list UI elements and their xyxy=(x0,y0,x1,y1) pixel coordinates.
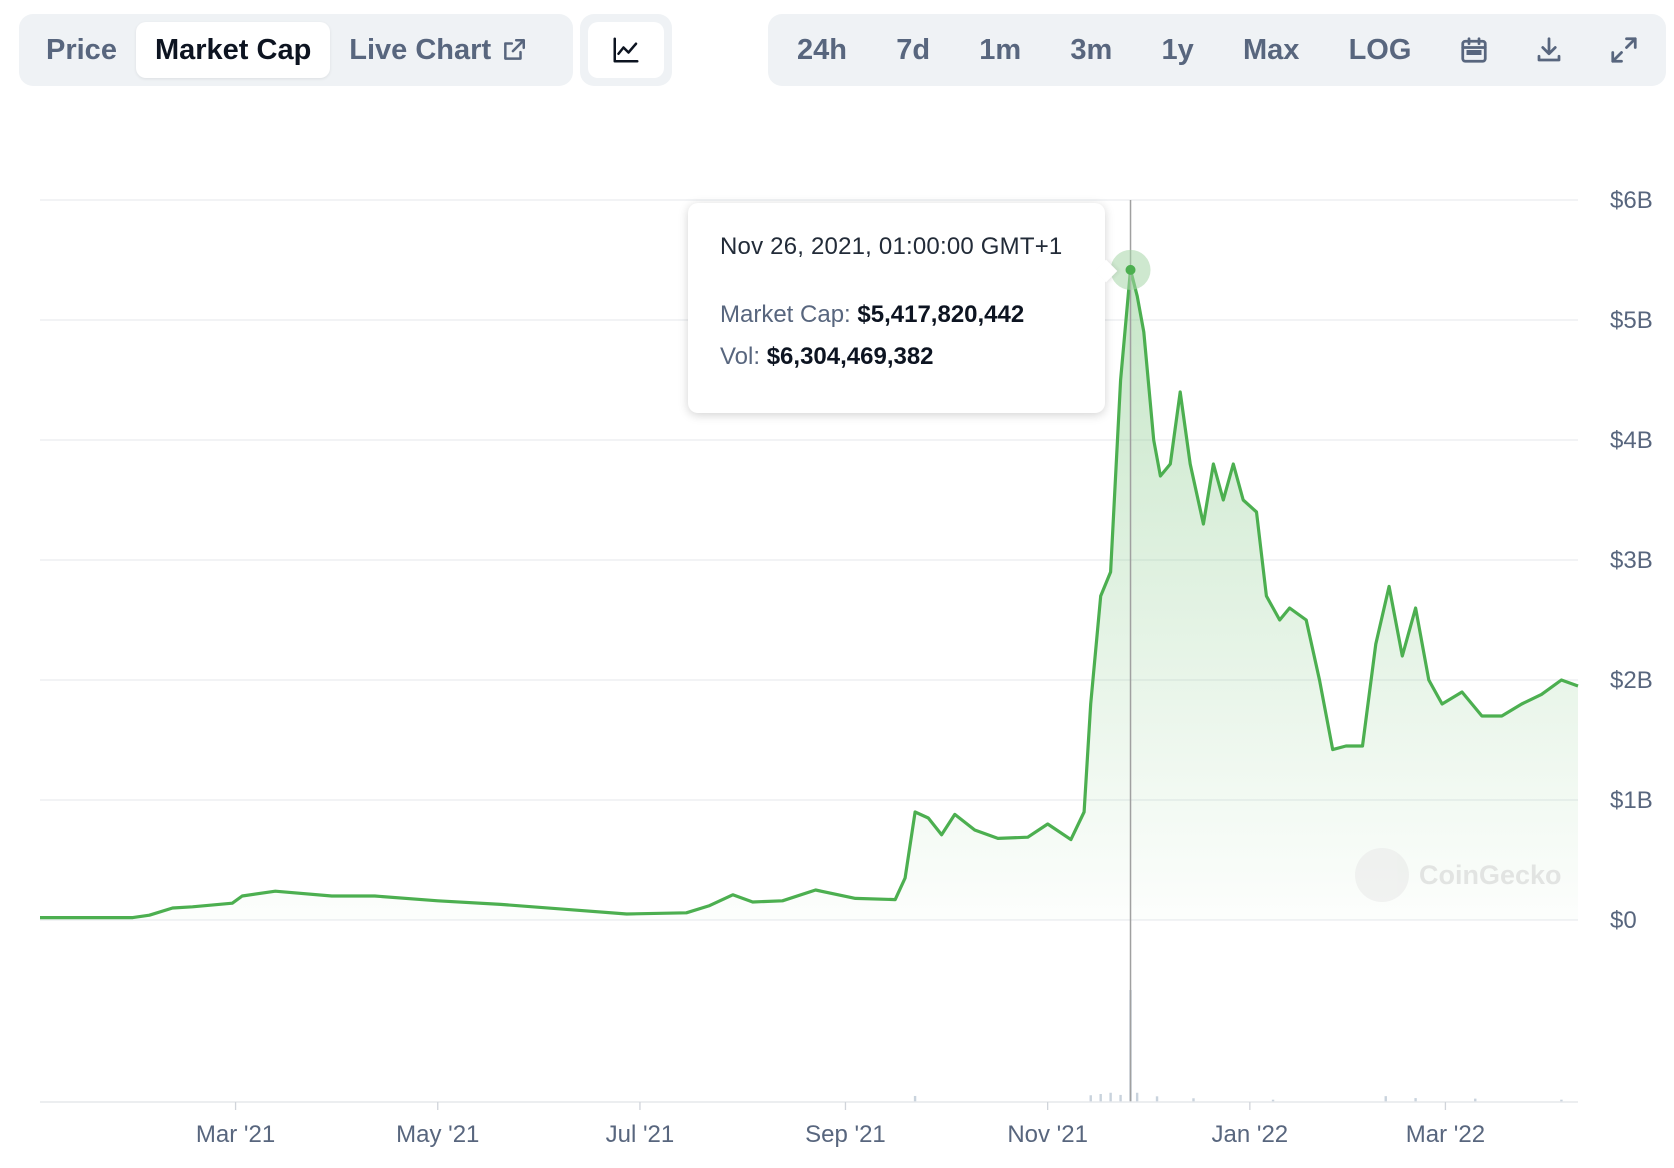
y-tick-label: $6B xyxy=(1610,187,1653,214)
log-toggle-label: LOG xyxy=(1348,33,1412,66)
y-tick-label: $2B xyxy=(1610,667,1653,694)
volume-bar xyxy=(1560,1099,1563,1102)
tooltip-vol-label: Vol: xyxy=(720,343,761,370)
y-tick-label: $5B xyxy=(1610,307,1653,334)
range-1m-label: 1m xyxy=(979,33,1022,66)
volume-bar xyxy=(1192,1098,1195,1102)
watermark-text: CoinGecko xyxy=(1419,859,1562,890)
volume-bar xyxy=(1109,1092,1112,1102)
y-tick-label: $1B xyxy=(1610,787,1653,814)
volume-bar xyxy=(1089,1095,1092,1102)
range-toolbar: 24h 7d 1m 3m 1y Max LOG xyxy=(768,14,1666,86)
calendar-icon xyxy=(1461,37,1487,63)
x-tick-label: Sep '21 xyxy=(805,1121,886,1148)
coingecko-logo-icon xyxy=(1355,848,1409,902)
volume-bar xyxy=(1099,1094,1102,1102)
range-7d-label: 7d xyxy=(896,33,931,66)
range-3m-label: 3m xyxy=(1070,33,1113,66)
chart-style-group xyxy=(580,14,672,86)
range-3m[interactable]: 3m xyxy=(1053,22,1129,78)
volume-bar xyxy=(1474,1098,1477,1102)
x-tick-label: Jul '21 xyxy=(606,1121,675,1148)
range-24h[interactable]: 24h xyxy=(780,22,864,78)
x-tick-label: May '21 xyxy=(396,1121,479,1148)
volume-bar xyxy=(1119,1094,1122,1102)
x-tick-label: Mar '22 xyxy=(1406,1121,1485,1148)
x-tick-label: Mar '21 xyxy=(196,1121,275,1148)
hover-point xyxy=(1125,264,1136,275)
tooltip-market-cap-label: Market Cap: xyxy=(720,301,851,328)
fullscreen-button[interactable] xyxy=(1594,22,1654,78)
volume-bar xyxy=(1414,1098,1417,1102)
line-chart-button[interactable] xyxy=(588,22,664,78)
tab-live-chart-label: Live Chart xyxy=(349,33,492,66)
y-tick-label: $0 xyxy=(1610,907,1637,934)
range-24h-label: 24h xyxy=(797,33,847,66)
coingecko-watermark: CoinGecko xyxy=(1355,848,1562,902)
chart-type-tabs: Price Market Cap Live Chart xyxy=(19,14,573,86)
external-link-icon xyxy=(504,39,526,60)
x-tick-label: Jan '22 xyxy=(1212,1121,1289,1148)
range-max-label: Max xyxy=(1242,33,1300,66)
y-tick-label: $4B xyxy=(1610,427,1653,454)
tab-price[interactable]: Price xyxy=(27,22,136,78)
download-icon xyxy=(1537,37,1561,62)
log-toggle[interactable]: LOG xyxy=(1332,22,1429,78)
calendar-button[interactable] xyxy=(1444,22,1504,78)
market-cap-area xyxy=(40,269,1578,920)
line-chart-icon xyxy=(613,37,639,63)
tooltip-vol-value: $6,304,469,382 xyxy=(766,343,934,370)
volume-bar xyxy=(1135,1092,1139,1102)
tooltip-market-cap-value: $5,417,820,442 xyxy=(857,301,1025,328)
download-button[interactable] xyxy=(1519,22,1579,78)
x-tick-label: Nov '21 xyxy=(1007,1121,1088,1148)
range-max[interactable]: Max xyxy=(1226,22,1316,78)
tab-market-cap[interactable]: Market Cap xyxy=(135,22,331,78)
tooltip-market-cap: Market Cap: $5,417,820,442 xyxy=(720,301,1073,329)
chart-tooltip: Nov 26, 2021, 01:00:00 GMT+1 Market Cap:… xyxy=(688,203,1105,413)
range-1y-label: 1y xyxy=(1161,33,1194,66)
tooltip-volume: Vol: $6,304,469,382 xyxy=(720,343,1073,371)
tab-market-cap-label: Market Cap xyxy=(154,33,312,66)
y-tick-label: $3B xyxy=(1610,547,1653,574)
volume-bar xyxy=(1155,1096,1159,1102)
tab-live-chart[interactable]: Live Chart xyxy=(330,22,546,78)
tooltip-date: Nov 26, 2021, 01:00:00 GMT+1 xyxy=(720,233,1063,260)
range-7d[interactable]: 7d xyxy=(879,22,947,78)
volume-bar xyxy=(1384,1096,1387,1102)
tab-price-label: Price xyxy=(46,33,117,66)
range-1y[interactable]: 1y xyxy=(1144,22,1210,78)
range-1m[interactable]: 1m xyxy=(962,22,1038,78)
volume-bar xyxy=(913,1095,917,1102)
market-cap-line xyxy=(40,268,1579,920)
expand-icon xyxy=(1611,37,1637,63)
volume-bar xyxy=(1271,1099,1275,1102)
